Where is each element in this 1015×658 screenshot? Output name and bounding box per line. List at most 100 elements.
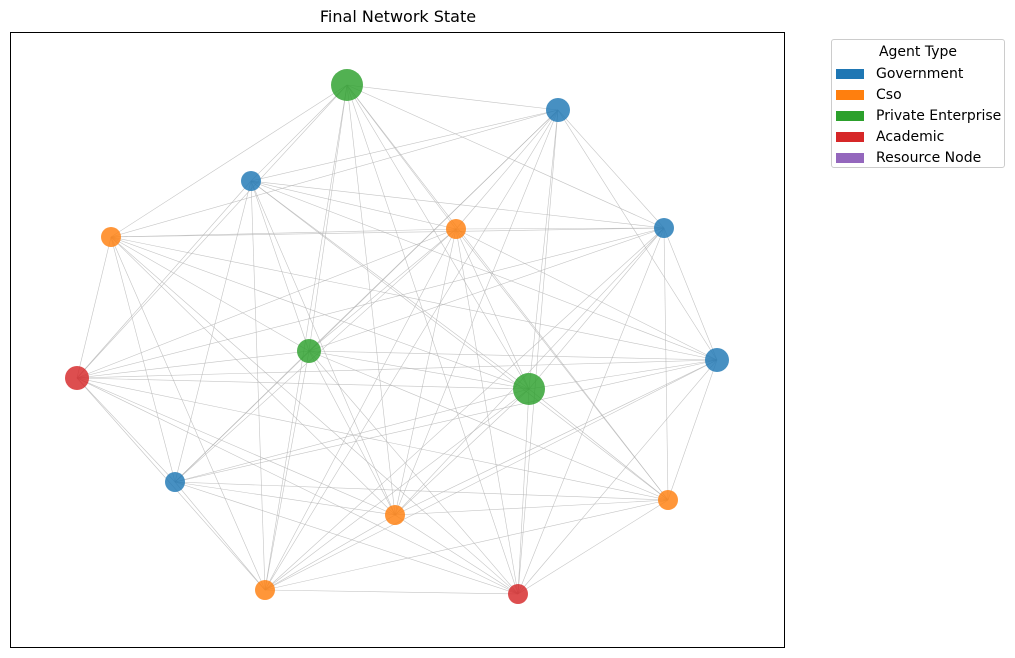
network-edge [455,228,718,361]
legend-swatch-resource-node [836,152,864,163]
network-edge [394,388,530,516]
network-edge [110,236,176,483]
network-edge [110,109,559,238]
network-edge [76,377,519,595]
network-edge [517,388,530,595]
network-edge [346,84,457,230]
network-edge [250,180,457,230]
network-edge [174,481,519,595]
network-edge [528,388,669,501]
network-edge [264,359,718,591]
network-edge [250,180,266,591]
network-edge [110,236,396,516]
network-node-cso [101,227,121,247]
network-edge [174,481,266,591]
network-edge [455,228,530,390]
network-edge [308,227,665,352]
network-edge [110,84,348,238]
network-edge [528,359,718,390]
network-edge [394,514,519,595]
network-edge [346,84,665,229]
network-node-government [705,348,729,372]
network-edge [517,359,718,595]
legend-swatch-private-enterprise [836,110,864,121]
chart-title: Final Network State [319,7,477,26]
network-node-government [546,98,570,122]
network-node-academic [65,366,89,390]
network-node-cso [385,505,405,525]
network-node-private-enterprise [513,373,545,405]
network-edge [250,84,348,182]
network-edge [308,84,348,352]
network-edge [76,377,669,501]
network-edge [264,109,559,591]
network-edge [76,359,718,379]
network-edge [308,350,718,361]
legend-label: Private Enterprise [876,107,1002,124]
network-node-government [165,472,185,492]
edges [76,84,718,595]
network-edge [110,236,310,352]
network-edge [517,499,669,595]
network-edge [250,109,559,182]
network-edge [110,228,457,238]
network-edge [663,227,718,361]
network-edge [110,236,530,390]
network-edge [264,499,669,591]
network-edge [174,481,396,516]
network-edge [76,228,457,379]
network-edge [110,236,718,361]
network-edge [250,180,718,361]
network-edge [663,227,669,501]
network-node-government [241,171,261,191]
nodes [65,69,729,604]
network-edge [110,227,665,238]
network-edge [346,84,530,390]
network-edge [110,236,519,595]
network-node-government [654,218,674,238]
network-node-cso [658,490,678,510]
network-edge [76,350,310,379]
network-edge [76,227,665,379]
legend-swatch-cso [836,89,864,100]
legend: Agent Type Government Cso Private Enterp… [831,39,1005,168]
network-edge [308,350,519,595]
network-node-private-enterprise [331,69,363,101]
network-edge [174,350,310,483]
network-edge [346,84,669,501]
network-node-cso [255,580,275,600]
network-edge [517,227,665,595]
network-edge [308,228,457,352]
network-edge [250,180,310,352]
network-node-cso [446,219,466,239]
network-edge [174,481,669,501]
legend-swatch-government [836,68,864,79]
legend-label: Government [876,65,964,82]
network-edge [250,180,665,229]
network-edge [76,377,176,483]
network-edge [394,228,457,516]
network-edge [517,109,559,595]
network-edge [250,180,530,390]
network-edge [250,180,669,501]
network-edge [264,227,665,591]
network-edge [346,84,559,111]
network-edge [528,109,559,390]
network-edge [76,84,348,379]
network-edge [394,359,718,516]
network-edge [667,359,718,501]
legend-label: Cso [876,86,902,103]
legend-item-cso: Cso [836,86,902,103]
legend-label: Resource Node [876,149,982,166]
network-edge [394,499,669,516]
network-edge [557,109,665,229]
network-edge [264,388,530,591]
plot-area [10,32,785,648]
network-edge [394,227,665,516]
network-edge [455,227,665,230]
network-edge [76,377,530,390]
network-node-private-enterprise [297,339,321,363]
network-edge [455,109,559,230]
network-node-academic [508,584,528,604]
